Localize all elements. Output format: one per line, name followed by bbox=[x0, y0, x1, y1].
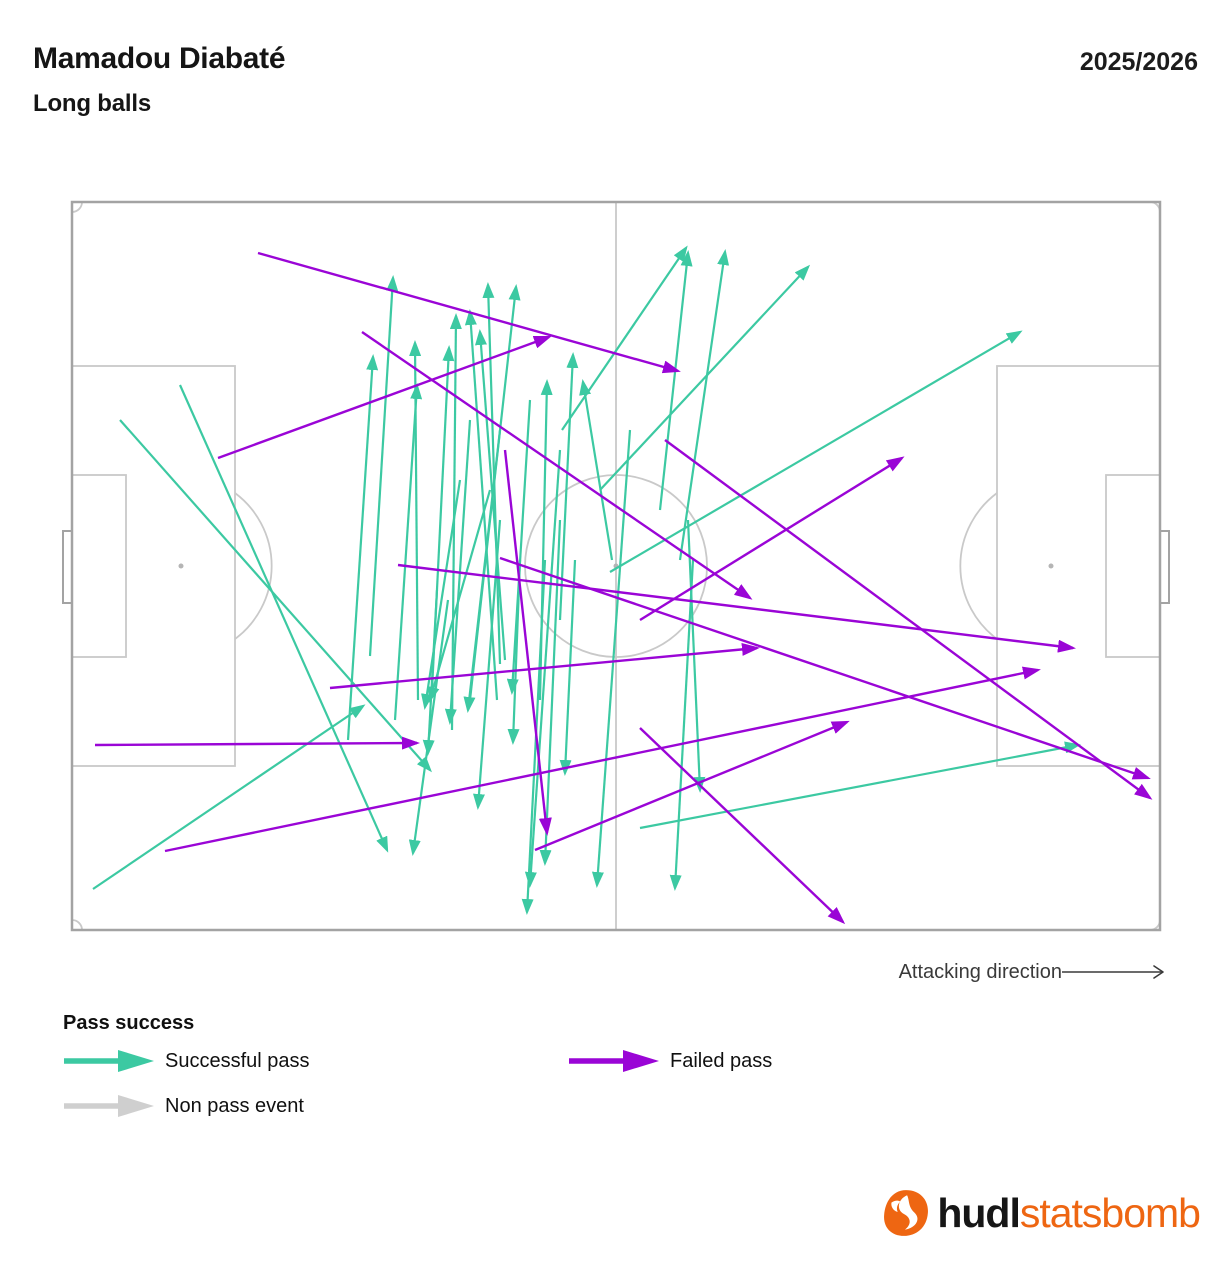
pass-arrow-successful bbox=[422, 589, 439, 756]
pass-arrow-successful bbox=[346, 354, 379, 741]
pass-arrow-failed bbox=[503, 449, 552, 836]
brand-logo: hudl statsbomb bbox=[881, 1186, 1201, 1240]
season-label: 2025/2026 bbox=[1079, 48, 1198, 76]
legend-item-non-pass-event: Non pass event bbox=[63, 1091, 304, 1121]
pass-arrow-failed bbox=[257, 251, 681, 374]
legend: Pass success Successful pass Failed pass… bbox=[63, 1012, 963, 1142]
pass-arrow-successful bbox=[464, 309, 499, 701]
legend-item-failed-pass: Failed pass bbox=[568, 1046, 772, 1076]
failed-passes bbox=[94, 251, 1153, 925]
pass-arrow-successful bbox=[609, 330, 1023, 573]
pass-arrow-successful bbox=[444, 419, 472, 725]
pass-arrow-successful bbox=[119, 419, 432, 773]
pass-arrow-successful bbox=[561, 245, 688, 431]
pass-arrow-successful bbox=[678, 249, 730, 561]
pass-arrow-successful bbox=[507, 559, 522, 745]
pass-arrow-successful bbox=[409, 340, 422, 701]
pass-arrow-successful bbox=[368, 275, 399, 657]
pass-arrow-successful bbox=[591, 429, 632, 888]
non-pass-event-arrow-icon bbox=[64, 1095, 154, 1117]
legend-label: Non pass event bbox=[165, 1094, 304, 1117]
pass-arrow-failed bbox=[361, 331, 753, 600]
pass-arrow-failed bbox=[164, 666, 1041, 853]
pass-arrow-successful bbox=[92, 704, 366, 890]
pass-arrow-successful bbox=[579, 379, 614, 561]
pass-arrow-failed bbox=[217, 335, 552, 460]
attacking-direction: Attacking direction bbox=[899, 958, 1170, 986]
pass-arrow-failed bbox=[499, 556, 1151, 780]
pass-arrow-successful bbox=[669, 559, 695, 891]
pass-arrow-successful bbox=[421, 479, 462, 710]
attacking-direction-arrow-icon bbox=[1062, 965, 1164, 979]
legend-title: Pass success bbox=[63, 1012, 195, 1034]
brand-text-hudl: hudl bbox=[937, 1190, 1021, 1236]
successful-pass-arrow-icon bbox=[64, 1050, 154, 1072]
pass-arrow-failed bbox=[664, 439, 1153, 800]
pass-arrow-successful bbox=[463, 429, 502, 713]
successful-passes bbox=[92, 245, 1081, 915]
pass-arrow-failed bbox=[329, 642, 760, 690]
pitch-pass-map-svg bbox=[62, 200, 1170, 932]
legend-item-successful-pass: Successful pass bbox=[63, 1046, 310, 1076]
pass-arrow-failed bbox=[397, 563, 1076, 653]
pass-arrow-successful bbox=[393, 383, 423, 721]
pass-arrow-failed bbox=[94, 736, 420, 750]
brand-text-statsbomb: statsbomb bbox=[1019, 1190, 1201, 1236]
pitch-border bbox=[70, 200, 1162, 932]
pass-arrow-successful bbox=[178, 384, 389, 853]
page-subtitle: Long balls bbox=[33, 90, 152, 117]
page-title: Mamadou Diabaté bbox=[33, 42, 286, 75]
pass-arrow-successful bbox=[473, 519, 502, 810]
pass-arrow-failed bbox=[639, 456, 905, 622]
pitch bbox=[62, 200, 1170, 932]
pass-arrow-successful bbox=[506, 399, 532, 695]
pass-arrow-successful bbox=[658, 250, 693, 511]
pass-arrow-successful bbox=[558, 352, 579, 621]
failed-pass-arrow-icon bbox=[569, 1050, 659, 1072]
legend-label: Failed pass bbox=[670, 1049, 773, 1072]
legend-label: Successful pass bbox=[165, 1049, 310, 1072]
attacking-direction-label: Attacking direction bbox=[898, 960, 1062, 983]
pass-arrow-successful bbox=[599, 264, 811, 491]
pass-arrow-successful bbox=[639, 741, 1081, 830]
pitch-spots bbox=[178, 563, 1054, 569]
pass-arrow-failed bbox=[534, 720, 850, 852]
hudl-logo-icon bbox=[884, 1190, 929, 1236]
pass-arrow-failed bbox=[639, 727, 846, 925]
